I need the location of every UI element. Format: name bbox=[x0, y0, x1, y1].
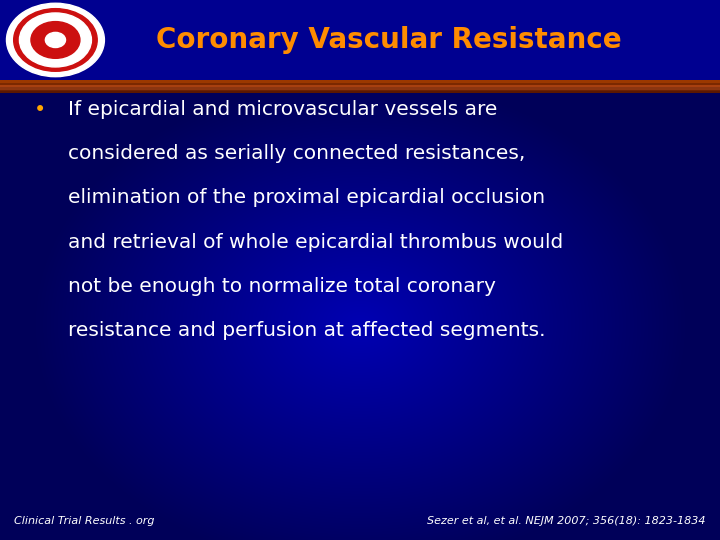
Circle shape bbox=[14, 9, 97, 71]
Circle shape bbox=[45, 32, 66, 48]
FancyBboxPatch shape bbox=[0, 90, 720, 91]
Text: Clinical Trial Results . org: Clinical Trial Results . org bbox=[14, 516, 155, 526]
Text: not be enough to normalize total coronary: not be enough to normalize total coronar… bbox=[68, 277, 496, 296]
FancyBboxPatch shape bbox=[0, 85, 720, 87]
Circle shape bbox=[19, 13, 91, 67]
Text: elimination of the proximal epicardial occlusion: elimination of the proximal epicardial o… bbox=[68, 188, 546, 207]
Circle shape bbox=[31, 22, 80, 58]
FancyBboxPatch shape bbox=[0, 91, 720, 93]
Text: Coronary Vascular Resistance: Coronary Vascular Resistance bbox=[156, 26, 621, 54]
FancyBboxPatch shape bbox=[0, 87, 720, 90]
Circle shape bbox=[6, 3, 104, 77]
Text: and retrieval of whole epicardial thrombus would: and retrieval of whole epicardial thromb… bbox=[68, 233, 564, 252]
Text: resistance and perfusion at affected segments.: resistance and perfusion at affected seg… bbox=[68, 321, 546, 340]
Text: If epicardial and microvascular vessels are: If epicardial and microvascular vessels … bbox=[68, 100, 498, 119]
FancyBboxPatch shape bbox=[0, 0, 720, 80]
Text: •: • bbox=[33, 100, 46, 120]
Text: Sezer et al, et al. NEJM 2007; 356(18): 1823-1834: Sezer et al, et al. NEJM 2007; 356(18): … bbox=[427, 516, 706, 526]
FancyBboxPatch shape bbox=[0, 80, 720, 83]
FancyBboxPatch shape bbox=[0, 83, 720, 85]
Text: considered as serially connected resistances,: considered as serially connected resista… bbox=[68, 144, 526, 163]
